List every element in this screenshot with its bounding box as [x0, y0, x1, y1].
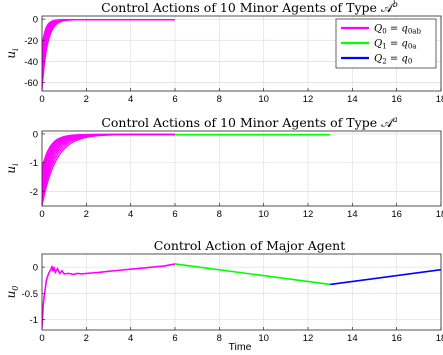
x-tick-label: 12 — [303, 209, 314, 220]
chart-title: Control Actions of 10 Minor Agents of Ty… — [101, 115, 398, 130]
x-tick-label: 10 — [258, 94, 269, 105]
subplot-3: 0 2 4 6 8 10 12 14 16 18 0 -0.5 -1 Control Action of … — [4, 238, 443, 344]
legend-label: Q1 = q0a — [374, 39, 416, 51]
x-tick-label: 12 — [303, 94, 314, 105]
x-tick-label: 10 — [258, 209, 269, 220]
series-line-agent-2 — [42, 19, 175, 86]
x-tick-label: 18 — [436, 209, 443, 220]
axes-frame — [41, 130, 442, 207]
x-tick-label: 8 — [217, 209, 222, 220]
y-axis-label: ui — [4, 48, 20, 59]
series-line-agent-1 — [42, 133, 175, 206]
x-tick-label: 6 — [172, 333, 177, 344]
x-tick-label: 0 — [39, 94, 44, 105]
series-line-1 — [42, 263, 176, 328]
x-tick-label: 18 — [436, 333, 443, 344]
x-tick-label: 16 — [391, 333, 402, 344]
y-tick-label: 0 — [33, 263, 38, 274]
y-tick-label: -60 — [24, 78, 38, 89]
x-tick-label: 14 — [347, 209, 358, 220]
subplot-2: 0 2 4 6 8 10 12 14 16 18 0 -1 -2 Control Actions of 1… — [4, 115, 443, 220]
x-tick-label: 0 — [39, 333, 44, 344]
series-line-agent-9 — [42, 19, 175, 52]
x-tick-label: 16 — [391, 94, 402, 105]
y-tick-label: -1 — [30, 158, 38, 169]
x-tick-label: 2 — [84, 333, 89, 344]
chart-title: Control Action of Major Agent — [154, 238, 345, 253]
y-tick-label: -0.5 — [22, 289, 38, 300]
series-line-agent-3 — [42, 19, 175, 81]
x-tick-label: 6 — [172, 94, 177, 105]
y-tick-label: 0 — [33, 129, 38, 140]
x-tick-label: 8 — [217, 94, 222, 105]
chart-title: Control Actions of 10 Minor Agents of Ty… — [101, 0, 398, 15]
x-axis-label: Time — [229, 341, 252, 353]
axes-frame — [41, 253, 442, 331]
x-tick-label: 4 — [128, 209, 133, 220]
x-tick-label: 10 — [258, 333, 269, 344]
series-line-agent-10 — [42, 133, 175, 169]
x-tick-label: 6 — [172, 209, 177, 220]
x-tick-label: 12 — [303, 333, 314, 344]
legend-label: Q0 = q0ab — [374, 24, 421, 36]
y-axis-label: u0 — [4, 286, 20, 299]
x-tick-label: 14 — [347, 333, 358, 344]
x-tick-label: 0 — [39, 209, 44, 220]
legend-label: Q2 = q0 — [374, 54, 412, 66]
series-line-2 — [174, 263, 331, 286]
y-tick-label: -2 — [30, 187, 38, 198]
series-line-3 — [330, 268, 441, 286]
series-line-agent-5 — [42, 19, 175, 71]
series-line-agent-5 — [42, 133, 175, 190]
x-tick-label: 2 — [84, 209, 89, 220]
axes-frame — [41, 15, 442, 92]
y-tick-label: 0 — [33, 15, 38, 26]
x-tick-label: 8 — [217, 333, 222, 344]
y-tick-label: -1 — [30, 315, 38, 326]
x-tick-label: 18 — [436, 94, 443, 105]
x-tick-label: 14 — [347, 94, 358, 105]
x-tick-label: 16 — [391, 209, 402, 220]
series-line-agent-8 — [42, 19, 175, 57]
x-tick-label: 4 — [128, 94, 133, 105]
series-line-agent-1 — [42, 19, 175, 90]
legend: Q0 = q0ab Q1 = q0a Q2 = q0 — [335, 18, 437, 69]
series-line-agent-6 — [42, 19, 175, 66]
y-axis-label: ui — [4, 163, 20, 174]
x-tick-label: 2 — [84, 94, 89, 105]
series-line-agent-4 — [42, 19, 175, 76]
y-tick-label: -20 — [24, 36, 38, 47]
x-tick-label: 4 — [128, 333, 133, 344]
subplot-1: 0 2 4 6 8 10 12 14 16 18 0 -20 -40 -60 Control Actions… — [4, 0, 443, 105]
y-tick-label: -40 — [24, 57, 38, 68]
series-line-agent-10 — [42, 19, 175, 47]
